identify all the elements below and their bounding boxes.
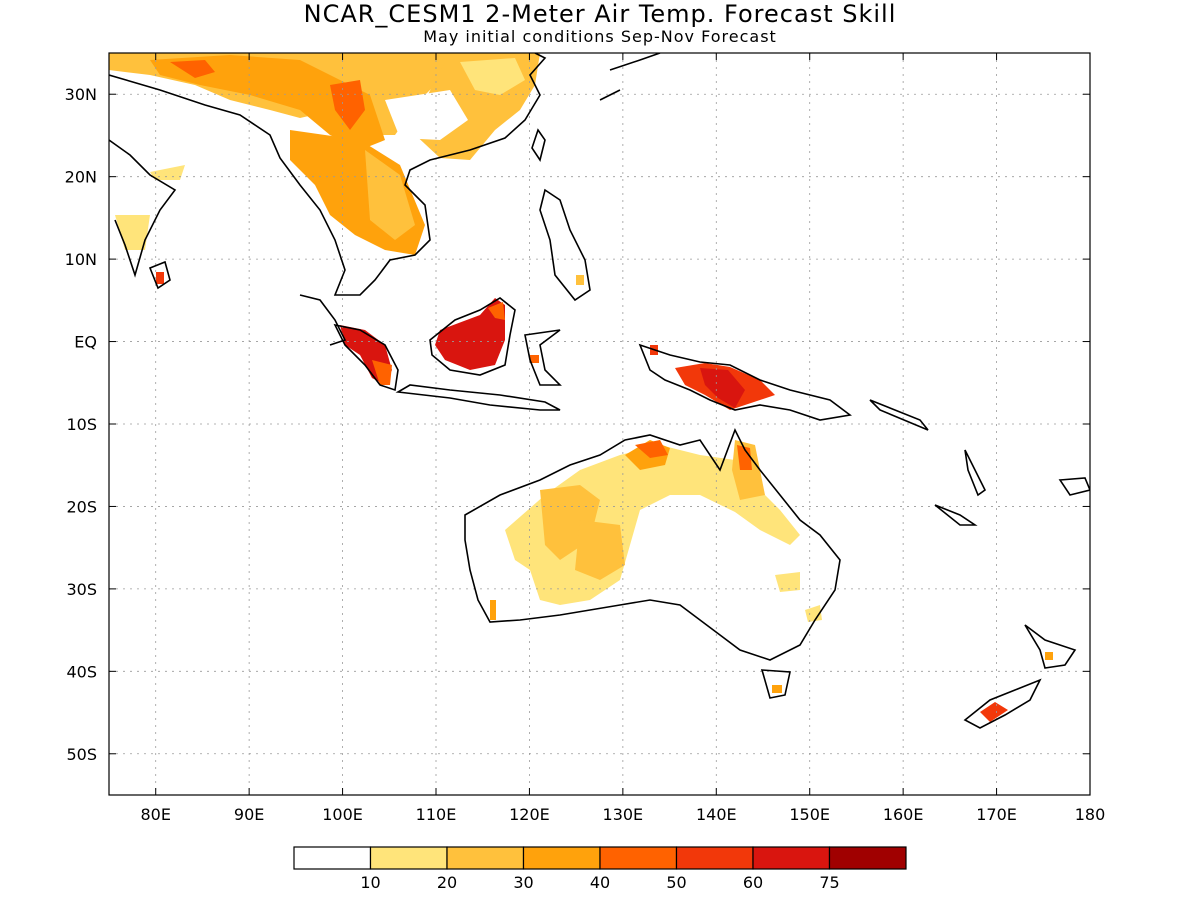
- coast-srilanka: [148, 260, 171, 290]
- lon-tick-label: 90E: [234, 805, 264, 824]
- skill-region-australia-central: [575, 520, 625, 580]
- map-title: NCAR_CESM1 2-Meter Air Temp. Forecast Sk…: [303, 0, 897, 28]
- lat-tick-label: 30N: [65, 85, 97, 104]
- coast-java: [395, 384, 561, 411]
- skill-region-sichuan: [330, 80, 365, 130]
- colorbar-swatch: [675, 846, 754, 870]
- skill-region-indochina-inner: [365, 150, 415, 240]
- skill-region-wa-coast: [490, 600, 496, 620]
- skill-region-china-lobe: [460, 58, 525, 95]
- skill-region-sulawesi: [530, 355, 539, 363]
- colorbar-label: 60: [743, 873, 763, 892]
- map-subtitle: May initial conditions Sep-Nov Forecast: [423, 27, 777, 46]
- lon-tick-label: 120E: [509, 805, 550, 824]
- skill-region-nz-north: [1045, 652, 1053, 660]
- skill-region-cape-york-tip: [737, 445, 752, 470]
- colorbar-swatch: [369, 846, 448, 870]
- lat-tick-label: 10S: [66, 415, 97, 434]
- lon-tick-label: 140E: [696, 805, 737, 824]
- lat-tick-label: 30S: [66, 580, 97, 599]
- gridlines: [109, 53, 1091, 795]
- skill-region-east-coast: [775, 572, 800, 592]
- coastlines: [109, 53, 1090, 729]
- skill-region-new-guinea-core: [700, 368, 745, 408]
- lat-tick-label: EQ: [74, 333, 97, 352]
- colorbar-swatch: [828, 846, 907, 870]
- lat-tick-label: 20S: [66, 497, 97, 516]
- colorbar-label: 10: [360, 873, 380, 892]
- coast-new-guinea: [638, 343, 852, 421]
- colorbar-label: 20: [437, 873, 457, 892]
- skill-shading: [109, 53, 1053, 722]
- skill-region-china-strong: [150, 55, 385, 150]
- lat-tick-label: 20N: [65, 168, 97, 187]
- skill-region-china-hole: [385, 90, 468, 140]
- lat-tick-label: 10N: [65, 250, 97, 269]
- coast-solomon-islands: [869, 399, 929, 431]
- lon-tick-label: 170E: [976, 805, 1017, 824]
- skill-region-borneo: [435, 298, 505, 370]
- colorbar-label: 50: [666, 873, 686, 892]
- coast-philippines: [539, 188, 591, 302]
- coast-new-caledonia: [934, 504, 978, 526]
- coast-japan: [599, 53, 661, 101]
- skill-region-tibet: [170, 60, 215, 78]
- coast-nz-north: [1024, 624, 1077, 669]
- coast-tasmania: [760, 669, 791, 699]
- colorbar-swatch: [522, 846, 601, 870]
- skill-region-borneo-edge: [488, 302, 505, 320]
- colorbar: 10 20 30 40 50 60 75: [293, 846, 907, 892]
- coast-vanuatu: [964, 449, 987, 497]
- skill-region-tasmania: [772, 685, 782, 693]
- skill-region-philippines: [576, 275, 584, 285]
- coast-malay-peninsula: [299, 294, 347, 346]
- coast-sumatra: [333, 323, 399, 392]
- coast-nz-south: [963, 678, 1042, 729]
- colorbar-label: 30: [513, 873, 533, 892]
- lat-tick-label: 40S: [66, 662, 97, 681]
- coast-fiji: [1058, 477, 1090, 496]
- coast-taiwan: [531, 128, 546, 162]
- skill-region-gulf: [635, 440, 668, 458]
- skill-region-nsw: [805, 605, 822, 622]
- colorbar-swatch: [599, 846, 678, 870]
- lon-tick-label: 80E: [140, 805, 170, 824]
- axes: 30N 20N 10N EQ 10S 20S 30S 40S 50S 80E 90E 100E 110E…: [65, 53, 1106, 824]
- lat-tick-label: 50S: [66, 745, 97, 764]
- coast-india: [109, 139, 177, 278]
- lon-tick-label: 110E: [416, 805, 457, 824]
- colorbar-swatch: [752, 846, 831, 870]
- skill-region-sumatra-south: [372, 360, 392, 385]
- lon-tick-label: 160E: [883, 805, 924, 824]
- coast-sulawesi: [524, 329, 562, 386]
- skill-region-nz-south: [980, 702, 1008, 722]
- lon-tick-label: 130E: [603, 805, 644, 824]
- coast-asia-mainland: [109, 53, 547, 296]
- coast-australia: [464, 428, 841, 661]
- coast-borneo: [429, 297, 516, 376]
- colorbar-label: 40: [590, 873, 610, 892]
- skill-region-srilanka: [156, 272, 164, 284]
- colorbar-swatch: [446, 846, 525, 870]
- lon-tick-label: 150E: [789, 805, 830, 824]
- skill-region-india-north: [150, 165, 185, 180]
- lon-tick-label: 100E: [322, 805, 363, 824]
- lon-tick-label: 180: [1075, 805, 1106, 824]
- colorbar-label: 75: [819, 873, 839, 892]
- colorbar-swatch: [293, 846, 372, 870]
